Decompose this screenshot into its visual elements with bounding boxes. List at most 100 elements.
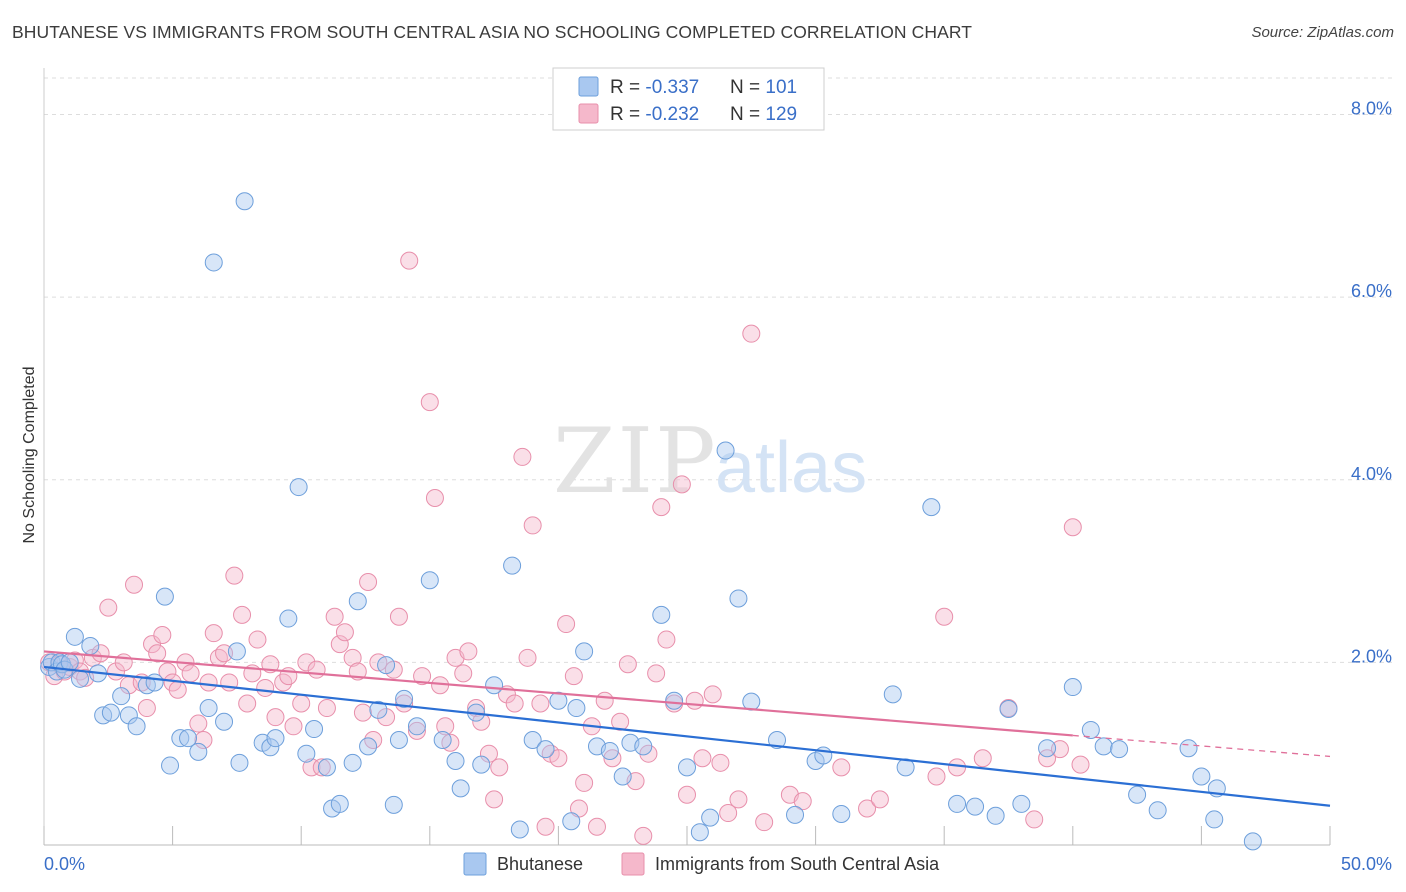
grid-lines [44, 77, 1392, 663]
data-point-immigrants [729, 790, 748, 809]
data-point-immigrants [513, 447, 532, 466]
data-point-bhutanese [1081, 720, 1100, 739]
data-point-bhutanese [503, 556, 522, 575]
data-point-immigrants [531, 694, 550, 713]
data-point-bhutanese [716, 441, 735, 460]
data-point-immigrants [1038, 749, 1057, 768]
data-point-bhutanese [235, 192, 254, 211]
data-point-immigrants [832, 758, 851, 777]
data-point-bhutanese [407, 717, 426, 736]
data-point-immigrants [99, 598, 118, 617]
data-point-immigrants [459, 642, 478, 661]
y-tick-label: 4.0% [1351, 464, 1392, 484]
data-point-immigrants [425, 489, 444, 508]
trend-line-immigrants [43, 650, 1073, 737]
data-point-immigrants [389, 607, 408, 626]
legend-swatch-pink [578, 103, 599, 124]
data-point-bhutanese [523, 730, 542, 749]
data-point-immigrants [297, 653, 316, 672]
data-point-immigrants [436, 717, 455, 736]
data-point-immigrants [359, 573, 378, 592]
data-point-immigrants [137, 699, 156, 718]
data-point-immigrants [557, 615, 576, 634]
data-point-bhutanese [549, 691, 568, 710]
data-point-bhutanese [227, 642, 246, 661]
data-point-bhutanese [575, 642, 594, 661]
data-point-immigrants [248, 630, 267, 649]
chart-title: BHUTANESE VS IMMIGRANTS FROM SOUTH CENTR… [12, 22, 973, 42]
data-point-immigrants [1050, 740, 1069, 759]
legend-label-bhutanese: Bhutanese [497, 854, 583, 874]
data-point-bhutanese [678, 758, 696, 777]
data-point-bhutanese [562, 812, 581, 831]
data-point-immigrants [634, 826, 653, 845]
data-point-immigrants [400, 251, 419, 270]
data-point-immigrants [168, 680, 187, 699]
data-point-immigrants [870, 790, 889, 809]
data-point-immigrants [225, 566, 244, 585]
series-legend: Bhutanese Immigrants from South Central … [463, 852, 940, 876]
data-point-immigrants [685, 691, 704, 710]
data-point-bhutanese [690, 823, 709, 842]
data-point-immigrants [238, 694, 257, 713]
data-point-bhutanese [652, 605, 671, 624]
data-point-immigrants [413, 667, 432, 686]
data-point-bhutanese [922, 498, 941, 517]
chart-source: Source: ZipAtlas.com [1251, 24, 1394, 41]
data-point-immigrants [678, 785, 696, 804]
data-point-immigrants [194, 730, 213, 749]
data-point-immigrants [611, 712, 630, 731]
data-point-bhutanese [485, 676, 504, 695]
data-point-bhutanese [1038, 739, 1057, 758]
data-point-immigrants [693, 749, 712, 768]
data-point-immigrants [564, 667, 583, 686]
data-point-bhutanese [472, 755, 491, 774]
data-point-bhutanese [1110, 740, 1129, 759]
data-point-immigrants [755, 813, 774, 832]
data-point-bhutanese [966, 797, 985, 816]
data-point-bhutanese [359, 737, 378, 756]
svg-text:R = -0.337 N = 101: R = -0.337 N = 101 [610, 77, 797, 98]
trend-lines [43, 650, 1331, 807]
data-point-bhutanese [613, 767, 632, 786]
data-point-bhutanese [279, 609, 298, 628]
data-point-immigrants [719, 804, 738, 823]
data-point-immigrants [657, 630, 676, 649]
data-point-immigrants [204, 624, 223, 643]
data-point-immigrants [1025, 810, 1044, 829]
data-point-bhutanese [230, 753, 249, 772]
legend-r-label: R = [610, 77, 645, 98]
data-point-bhutanese [161, 756, 180, 775]
data-point-bhutanese [305, 720, 324, 739]
data-point-immigrants [256, 678, 275, 697]
data-point-bhutanese [1094, 737, 1113, 756]
data-point-bhutanese [377, 656, 396, 675]
data-point-bhutanese [389, 730, 408, 749]
data-point-bhutanese [348, 592, 367, 611]
data-point-immigrants [711, 753, 730, 772]
data-point-immigrants [742, 324, 761, 343]
data-point-immigrants [603, 749, 622, 768]
data-point-bhutanese [189, 742, 208, 761]
data-point-bhutanese [81, 636, 100, 655]
data-point-immigrants [395, 694, 414, 713]
x-tick-label: 50.0% [1341, 854, 1392, 874]
data-point-immigrants [703, 685, 722, 704]
data-point-immigrants [523, 516, 542, 535]
data-point-immigrants [518, 648, 537, 667]
data-point-bhutanese [384, 795, 403, 814]
data-point-immigrants [266, 708, 285, 727]
data-point-immigrants [343, 648, 362, 667]
legend-swatch-blue [578, 76, 599, 97]
data-point-bhutanese [343, 753, 362, 772]
axes [43, 68, 1331, 846]
data-point-bhutanese [600, 741, 619, 760]
legend-swatch-immigrants [621, 852, 645, 876]
data-point-immigrants [652, 498, 671, 517]
data-point-immigrants [549, 749, 568, 768]
svg-text:R = -0.232 N = 129: R = -0.232 N = 129 [610, 104, 797, 125]
data-point-bhutanese [701, 808, 720, 827]
correlation-legend: R = -0.337 N = 101 R = -0.232 N = 129 [552, 67, 825, 131]
legend-r-value: -0.337 [645, 77, 699, 98]
data-point-bhutanese [215, 712, 234, 731]
